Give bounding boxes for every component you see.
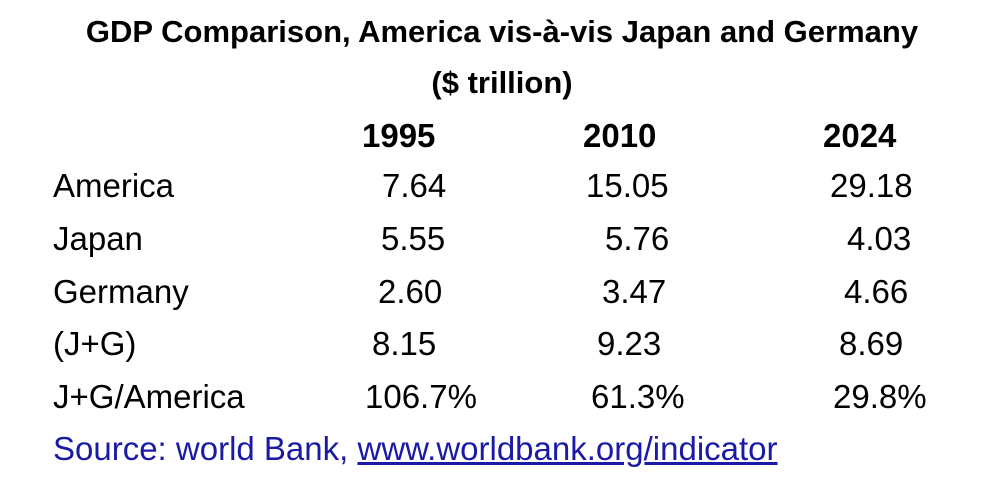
cell-2010: 61.3%	[591, 378, 685, 415]
source-note: Source: world Bank, www.worldbank.org/in…	[53, 425, 778, 473]
cell-1995: 8.15	[372, 325, 437, 362]
cell-2010: 5.76	[605, 220, 670, 257]
source-prefix: Source: world Bank,	[53, 430, 358, 467]
table-row-j-plus-g: (J+G) 8.15 9.23 8.69	[0, 318, 1004, 370]
column-header-2024: 2024	[823, 117, 897, 154]
cell-2010: 15.05	[586, 167, 669, 204]
cell-1995: 106.7%	[365, 378, 477, 415]
cell-2010: 3.47	[602, 273, 667, 310]
cell-1995: 7.64	[382, 167, 447, 204]
cell-2024: 29.18	[830, 167, 913, 204]
row-label: America	[53, 167, 175, 204]
cell-2024: 29.8%	[833, 378, 927, 415]
row-label: (J+G)	[53, 325, 137, 362]
column-header-1995: 1995	[362, 117, 436, 154]
cell-2024: 8.69	[839, 325, 904, 362]
table-subtitle-units: ($ trillion)	[431, 65, 573, 100]
cell-1995: 5.55	[381, 220, 446, 257]
row-label: J+G/America	[53, 378, 245, 415]
row-label: Japan	[53, 220, 143, 257]
row-label: Germany	[53, 273, 189, 310]
table-row-ratio: J+G/America 106.7% 61.3% 29.8%	[0, 371, 1004, 423]
table-row-america: America 7.64 15.05 29.18	[0, 160, 1004, 212]
column-header-2010: 2010	[583, 117, 657, 154]
table-title: GDP Comparison, America vis-à-vis Japan …	[85, 14, 919, 49]
cell-2010: 9.23	[597, 325, 662, 362]
table-row-japan: Japan 5.55 5.76 4.03	[0, 213, 1004, 265]
cell-2024: 4.66	[844, 273, 909, 310]
source-link[interactable]: www.worldbank.org/indicator	[357, 430, 778, 467]
table-row-germany: Germany 2.60 3.47 4.66	[0, 266, 1004, 318]
cell-1995: 2.60	[378, 273, 443, 310]
cell-2024: 4.03	[847, 220, 912, 257]
